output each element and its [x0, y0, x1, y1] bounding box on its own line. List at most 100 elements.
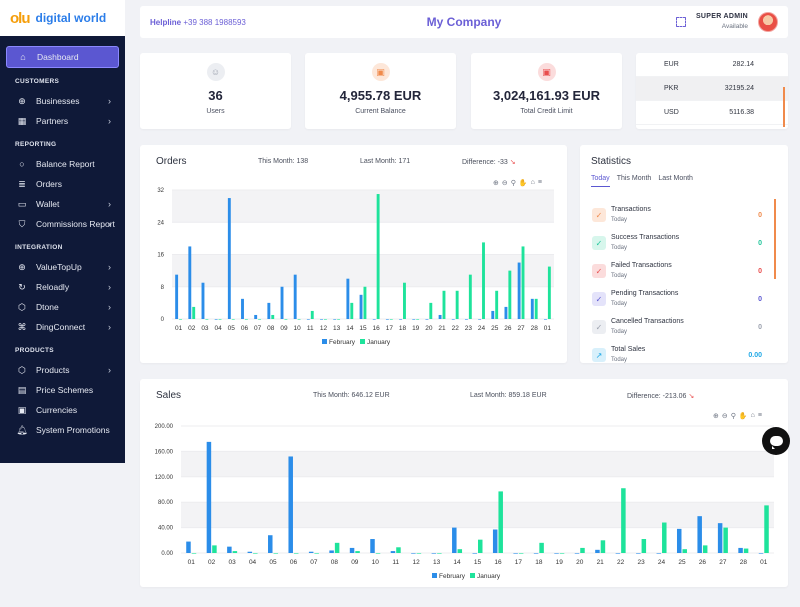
sidebar-item-dashboard[interactable]: ⌂ Dashboard: [6, 46, 119, 68]
bar-february: [320, 319, 323, 320]
bar-february: [247, 551, 253, 553]
sidebar-item-price-schemes[interactable]: ▤ Price Schemes: [6, 380, 119, 400]
chart-toolbar: ⊕ ⊖ ⚲ ✋ ⌂ ≡: [713, 412, 762, 420]
brand[interactable]: olu digital world: [0, 0, 125, 36]
brand-logo: olu: [10, 9, 30, 27]
check-icon: ✓: [592, 264, 606, 278]
home-icon[interactable]: ⌂: [750, 412, 755, 419]
chevron-right-icon: ›: [108, 365, 111, 375]
bar-january: [662, 522, 667, 553]
sidebar-section-integration: INTEGRATION: [15, 244, 63, 251]
bar-february: [615, 553, 621, 554]
bar-january: [179, 319, 182, 320]
sidebar-item-balance-report[interactable]: ○ Balance Report: [6, 154, 119, 174]
bar-january: [559, 553, 565, 554]
legend-label[interactable]: January: [367, 339, 391, 346]
menu-icon[interactable]: ≡: [757, 412, 762, 419]
scrollbar[interactable]: [783, 87, 785, 127]
bar-february: [329, 550, 334, 553]
x-tick-label: 16: [494, 559, 502, 566]
bar-january: [244, 319, 248, 320]
x-tick-label: 09: [280, 325, 288, 332]
scrollbar[interactable]: [774, 199, 776, 279]
bar-february: [241, 298, 244, 319]
sidebar-item-label: Balance Report: [36, 159, 95, 169]
pan-icon[interactable]: ✋: [738, 413, 748, 420]
bar-january: [191, 553, 197, 554]
sales-last-month: Last Month: 859.18 EUR: [470, 392, 547, 399]
sidebar-item-products[interactable]: ⬡ Products ›: [6, 360, 119, 380]
x-tick-label: 11: [392, 559, 399, 566]
zoom-out-icon[interactable]: ⊖: [501, 180, 508, 187]
bar-january: [580, 547, 585, 553]
tab-today[interactable]: Today: [591, 175, 610, 187]
fullscreen-icon[interactable]: [675, 17, 686, 27]
pan-icon[interactable]: ✋: [518, 180, 528, 187]
sidebar-item-commissions-report[interactable]: ⛉ Commissions Report ›: [6, 214, 119, 234]
bar-january: [212, 545, 217, 553]
chat-button[interactable]: [762, 427, 790, 455]
legend-label[interactable]: February: [439, 573, 466, 580]
x-tick-label: 28: [740, 559, 748, 566]
chevron-right-icon: ›: [108, 219, 111, 229]
bar-january: [764, 505, 769, 553]
x-tick-label: 22: [452, 325, 460, 332]
zoom-in-icon[interactable]: ⊕: [493, 180, 499, 187]
bar-january: [518, 553, 524, 554]
zoom-out-icon[interactable]: ⊖: [721, 413, 728, 420]
legend-label[interactable]: January: [477, 573, 501, 580]
bar-january: [437, 553, 442, 554]
rate-value: 32195.24: [724, 85, 754, 92]
x-tick-label: 08: [267, 325, 275, 332]
stats-item-name: Failed Transactions: [611, 262, 672, 269]
legend-label[interactable]: February: [329, 339, 356, 346]
bar-february: [333, 319, 337, 320]
tab-this-month[interactable]: This Month: [616, 175, 652, 182]
helpline-number[interactable]: +39 388 1988593: [183, 17, 246, 27]
x-tick-label: 07: [310, 559, 318, 566]
search-icon[interactable]: ⚲: [510, 180, 516, 187]
circle-icon: ○: [19, 159, 25, 169]
bar-january: [376, 194, 380, 319]
x-tick-label: 01: [175, 325, 183, 332]
wallet-icon: ▭: [17, 198, 27, 209]
sidebar-item-wallet[interactable]: ▭ Wallet ›: [6, 194, 119, 214]
bar-february: [411, 553, 416, 554]
sidebar-item-label: DingConnect: [36, 322, 86, 332]
home-icon[interactable]: ⌂: [530, 179, 535, 186]
x-tick-label: 03: [229, 559, 237, 566]
zoom-in-icon[interactable]: ⊕: [713, 413, 719, 420]
bar-january: [702, 545, 708, 553]
bar-february: [306, 319, 310, 320]
sidebar-item-currencies[interactable]: ▣ Currencies: [6, 400, 119, 420]
legend-swatch: [360, 339, 365, 344]
sidebar-item-reloadly[interactable]: ↻ Reloadly ›: [6, 277, 119, 297]
x-tick-label: 02: [188, 325, 196, 332]
user-menu[interactable]: SUPER ADMIN Available: [696, 12, 748, 32]
x-tick-label: 27: [517, 325, 525, 332]
menu-icon[interactable]: ≡: [537, 179, 542, 186]
sales-panel: Sales This Month: 646.12 EUR Last Month:…: [140, 379, 788, 587]
tab-last-month[interactable]: Last Month: [658, 175, 693, 182]
bar-february: [464, 319, 468, 320]
x-tick-label: 09: [351, 559, 359, 566]
stats-item-value: 0: [758, 239, 762, 247]
rate-value: 282.14: [732, 61, 754, 68]
sidebar-nav: ⌂ Dashboard CUSTOMERS ⊕ Businesses › ▦ Partn…: [0, 36, 125, 450]
sidebar-item-dtone[interactable]: ⬡ Dtone ›: [6, 297, 119, 317]
sidebar-item-businesses[interactable]: ⊕ Businesses ›: [6, 91, 119, 111]
sidebar-item-orders[interactable]: ≣ Orders: [6, 174, 119, 194]
statistics-panel: Statistics Today This Month Last Month ✓…: [580, 145, 788, 363]
shield-icon: ⛉: [18, 218, 26, 229]
grid-band: [181, 502, 774, 528]
sidebar-item-partners[interactable]: ▦ Partners ›: [6, 111, 119, 131]
avatar[interactable]: [758, 12, 778, 32]
sidebar-section-customers: CUSTOMERS: [15, 78, 60, 85]
legend-swatch: [470, 573, 475, 578]
bar-january: [297, 319, 301, 320]
sidebar-item-label: Reloadly: [36, 282, 70, 292]
sidebar-item-system-promotions[interactable]: 🔔︎ System Promotions: [6, 420, 119, 440]
search-icon[interactable]: ⚲: [730, 413, 736, 420]
sidebar-item-valuetopup[interactable]: ⊕ ValueTopUp ›: [6, 257, 119, 277]
sidebar-item-dingconnect[interactable]: ⌘ DingConnect ›: [6, 317, 119, 337]
